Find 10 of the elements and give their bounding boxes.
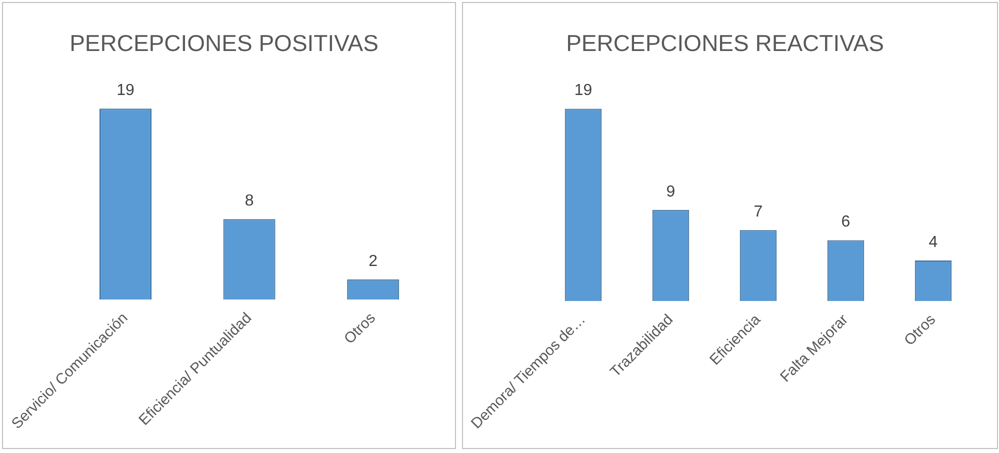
- data-label: 4: [928, 234, 938, 251]
- chart-title: PERCEPCIONES REACTIVAS: [566, 30, 884, 56]
- data-label: 2: [368, 252, 378, 270]
- data-label: 9: [666, 183, 676, 200]
- data-label: 19: [116, 82, 134, 100]
- data-label: 19: [574, 82, 592, 100]
- data-label: 7: [754, 204, 763, 221]
- data-label: 6: [841, 214, 850, 231]
- data-label: 8: [244, 192, 254, 210]
- chart-title: PERCEPCIONES POSITIVAS: [70, 30, 378, 56]
